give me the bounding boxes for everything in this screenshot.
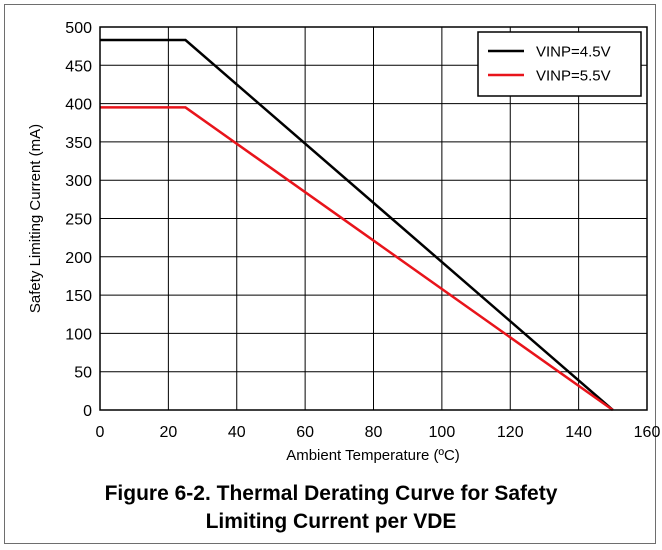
- plot-border: [99, 26, 648, 411]
- legend: VINP=4.5V VINP=5.5V: [477, 31, 642, 97]
- y-tick-label: 150: [65, 288, 92, 305]
- series-line-2: [100, 106, 614, 412]
- y-tick-label: 50: [74, 365, 92, 382]
- y-tick-label: 250: [65, 212, 92, 229]
- y-tick-label: 400: [65, 97, 92, 114]
- x-tick-label: 80: [365, 424, 383, 441]
- x-tick-label: 40: [228, 424, 246, 441]
- y-tick-label: 450: [65, 58, 92, 75]
- y-tick-label: 0: [83, 403, 92, 420]
- x-tick-label: 20: [159, 424, 177, 441]
- series-lines: [100, 38, 614, 412]
- y-tick-label: 100: [65, 326, 92, 343]
- y-tick-labels: 0 50 100 150 200 250 300 350 400 450 500: [65, 20, 92, 420]
- y-axis-title: Safety Limiting Current (mA): [27, 124, 44, 313]
- x-tick-label: 100: [429, 424, 456, 441]
- caption-line-2: Limiting Current per VDE: [205, 510, 457, 533]
- legend-label: VINP=5.5V: [536, 68, 611, 85]
- caption-line-1: Figure 6-2. Thermal Derating Curve for S…: [104, 482, 558, 505]
- series-line-1: [100, 38, 614, 411]
- x-tick-label: 140: [565, 424, 592, 441]
- x-tick-labels: 0 20 40 60 80 100 120 140 160: [96, 424, 661, 441]
- legend-label: VINP=4.5V: [536, 44, 611, 61]
- x-tick-label: 0: [96, 424, 105, 441]
- y-tick-label: 200: [65, 250, 92, 267]
- y-tick-label: 350: [65, 135, 92, 152]
- x-tick-label: 60: [296, 424, 314, 441]
- derating-chart: 0 20 40 60 80 100 120 140 160 0 50 100 150 200 250 300…: [27, 20, 661, 464]
- legend-box: [477, 31, 642, 97]
- x-tick-label: 160: [634, 424, 661, 441]
- y-tick-label: 500: [65, 20, 92, 37]
- x-tick-label: 120: [497, 424, 524, 441]
- y-tick-label: 300: [65, 173, 92, 190]
- x-axis-title: Ambient Temperature (ºC): [286, 447, 460, 464]
- figure-caption: Figure 6-2. Thermal Derating Curve for S…: [0, 480, 662, 536]
